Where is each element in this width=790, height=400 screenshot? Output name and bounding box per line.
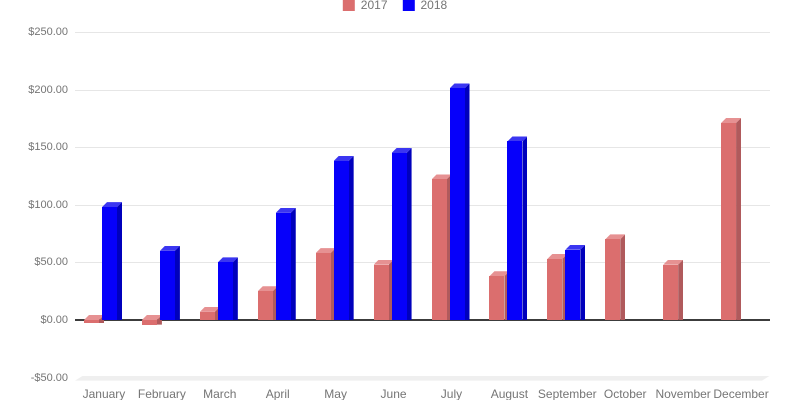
- x-axis-tick-label-march: March: [203, 387, 237, 400]
- bar-side-face: [580, 244, 586, 320]
- bar-2017-may[interactable]: [315, 248, 336, 320]
- bar-2017-december[interactable]: [721, 118, 742, 320]
- bar-top-face: [565, 245, 585, 250]
- bar-top-face: [142, 315, 162, 320]
- bar-top-face: [160, 246, 180, 251]
- bar-side-face: [174, 245, 180, 320]
- gridline: [75, 262, 770, 264]
- bar-side-face: [736, 118, 742, 320]
- x-axis-tick-label-november: November: [655, 387, 711, 400]
- x-axis-tick-label-december: December: [713, 387, 769, 400]
- legend-label-2017: 2017: [360, 0, 388, 12]
- x-axis-tick-label-february: February: [137, 387, 186, 400]
- x-axis-tick-label-january: January: [82, 387, 126, 400]
- gridline-floor: [75, 376, 770, 381]
- bar-side-face: [446, 174, 452, 320]
- bar-top-face: [258, 286, 278, 291]
- bar-top-face: [102, 202, 122, 207]
- bar-side-face: [117, 202, 122, 320]
- bar-2017-october[interactable]: [605, 234, 626, 320]
- bar-2018-september[interactable]: [565, 244, 586, 320]
- bar-top-face: [663, 260, 683, 265]
- bar-top-face: [316, 248, 336, 253]
- bar-top-face: [392, 148, 412, 153]
- bar-side-face: [290, 207, 296, 320]
- bar-2018-august[interactable]: [507, 136, 528, 320]
- bar-side-face: [504, 271, 510, 320]
- bar-2018-june[interactable]: [391, 147, 412, 320]
- bar-top-face: [605, 234, 625, 239]
- bar-top-face: [432, 174, 452, 179]
- x-axis-baseline: [75, 319, 770, 321]
- bar-top-face: [721, 118, 741, 123]
- x-axis-tick-label-september: September: [537, 387, 597, 400]
- bar-top-face: [84, 315, 104, 320]
- x-axis-tick-label-july: July: [440, 387, 463, 400]
- y-axis-tick-label: -$50.00: [30, 371, 68, 384]
- legend-swatch-2018-icon: [402, 0, 415, 11]
- bar-2018-march[interactable]: [217, 257, 238, 320]
- x-axis-tick-label-april: April: [265, 387, 290, 400]
- x-axis-tick-label-may: May: [324, 387, 347, 400]
- bar-2018-may[interactable]: [333, 156, 354, 320]
- bar-side-face: [562, 253, 568, 320]
- y-axis-tick-label: $0.00: [40, 314, 68, 326]
- bar-side-face: [406, 147, 412, 320]
- bar-2017-september[interactable]: [547, 253, 568, 320]
- gridline: [75, 89, 770, 91]
- bar-2017-july[interactable]: [431, 174, 452, 320]
- bar-2018-february[interactable]: [159, 245, 180, 320]
- y-axis-tick-label: $150.00: [28, 141, 68, 154]
- bar-2017-april[interactable]: [257, 286, 278, 320]
- bar-side-face: [272, 286, 278, 320]
- bar-top-face: [276, 208, 296, 213]
- bar-side-face: [388, 259, 394, 320]
- bar-side-face: [620, 234, 626, 320]
- bar-2017-january[interactable]: [84, 315, 104, 324]
- bar-2017-march[interactable]: [199, 306, 220, 320]
- bar-top-face: [334, 156, 354, 161]
- legend-swatch-2017-icon: [342, 0, 355, 11]
- legend-item-2017: 2017: [342, 0, 388, 12]
- bar-top-face: [450, 83, 470, 88]
- bar-top-face: [374, 260, 394, 265]
- x-axis-tick-label-june: June: [380, 387, 407, 400]
- bar-side-face: [156, 315, 162, 325]
- bar-side-face: [214, 306, 220, 320]
- bar-side-face: [678, 259, 684, 320]
- legend-item-2018: 2018: [402, 0, 448, 12]
- bar-2018-january[interactable]: [102, 202, 122, 320]
- bar-top-face: [489, 271, 509, 276]
- x-axis-tick-label-august: August: [490, 387, 529, 400]
- legend-label-2018: 2018: [420, 0, 448, 12]
- x-axis-tick-label-october: October: [603, 387, 647, 400]
- bar-top-face: [547, 254, 567, 259]
- y-axis-tick-label: $250.00: [28, 26, 68, 38]
- gridline: [75, 147, 770, 149]
- bar-side-face: [522, 136, 528, 320]
- bar-top-face: [218, 257, 238, 262]
- bar-2017-june[interactable]: [373, 259, 394, 320]
- gridline: [75, 204, 770, 206]
- bar-2018-april[interactable]: [275, 207, 296, 320]
- chart-legend: 2017 2018: [342, 0, 448, 12]
- bar-side-face: [232, 257, 238, 320]
- bar-side-face: [330, 248, 336, 320]
- bar-2018-july[interactable]: [449, 83, 470, 320]
- bar-2017-august[interactable]: [489, 271, 510, 320]
- y-axis-tick-label: $200.00: [28, 83, 68, 96]
- y-axis-tick-label: $100.00: [28, 198, 68, 211]
- gridline: [75, 32, 770, 33]
- bar-top-face: [507, 136, 527, 141]
- bar-side-face: [464, 83, 470, 320]
- y-axis-tick-label: $50.00: [34, 256, 68, 269]
- bar-side-face: [99, 315, 104, 324]
- bar-top-face: [200, 307, 220, 312]
- bar-side-face: [348, 156, 354, 320]
- bar-2017-november[interactable]: [663, 259, 684, 320]
- bar-2017-february[interactable]: [141, 315, 162, 325]
